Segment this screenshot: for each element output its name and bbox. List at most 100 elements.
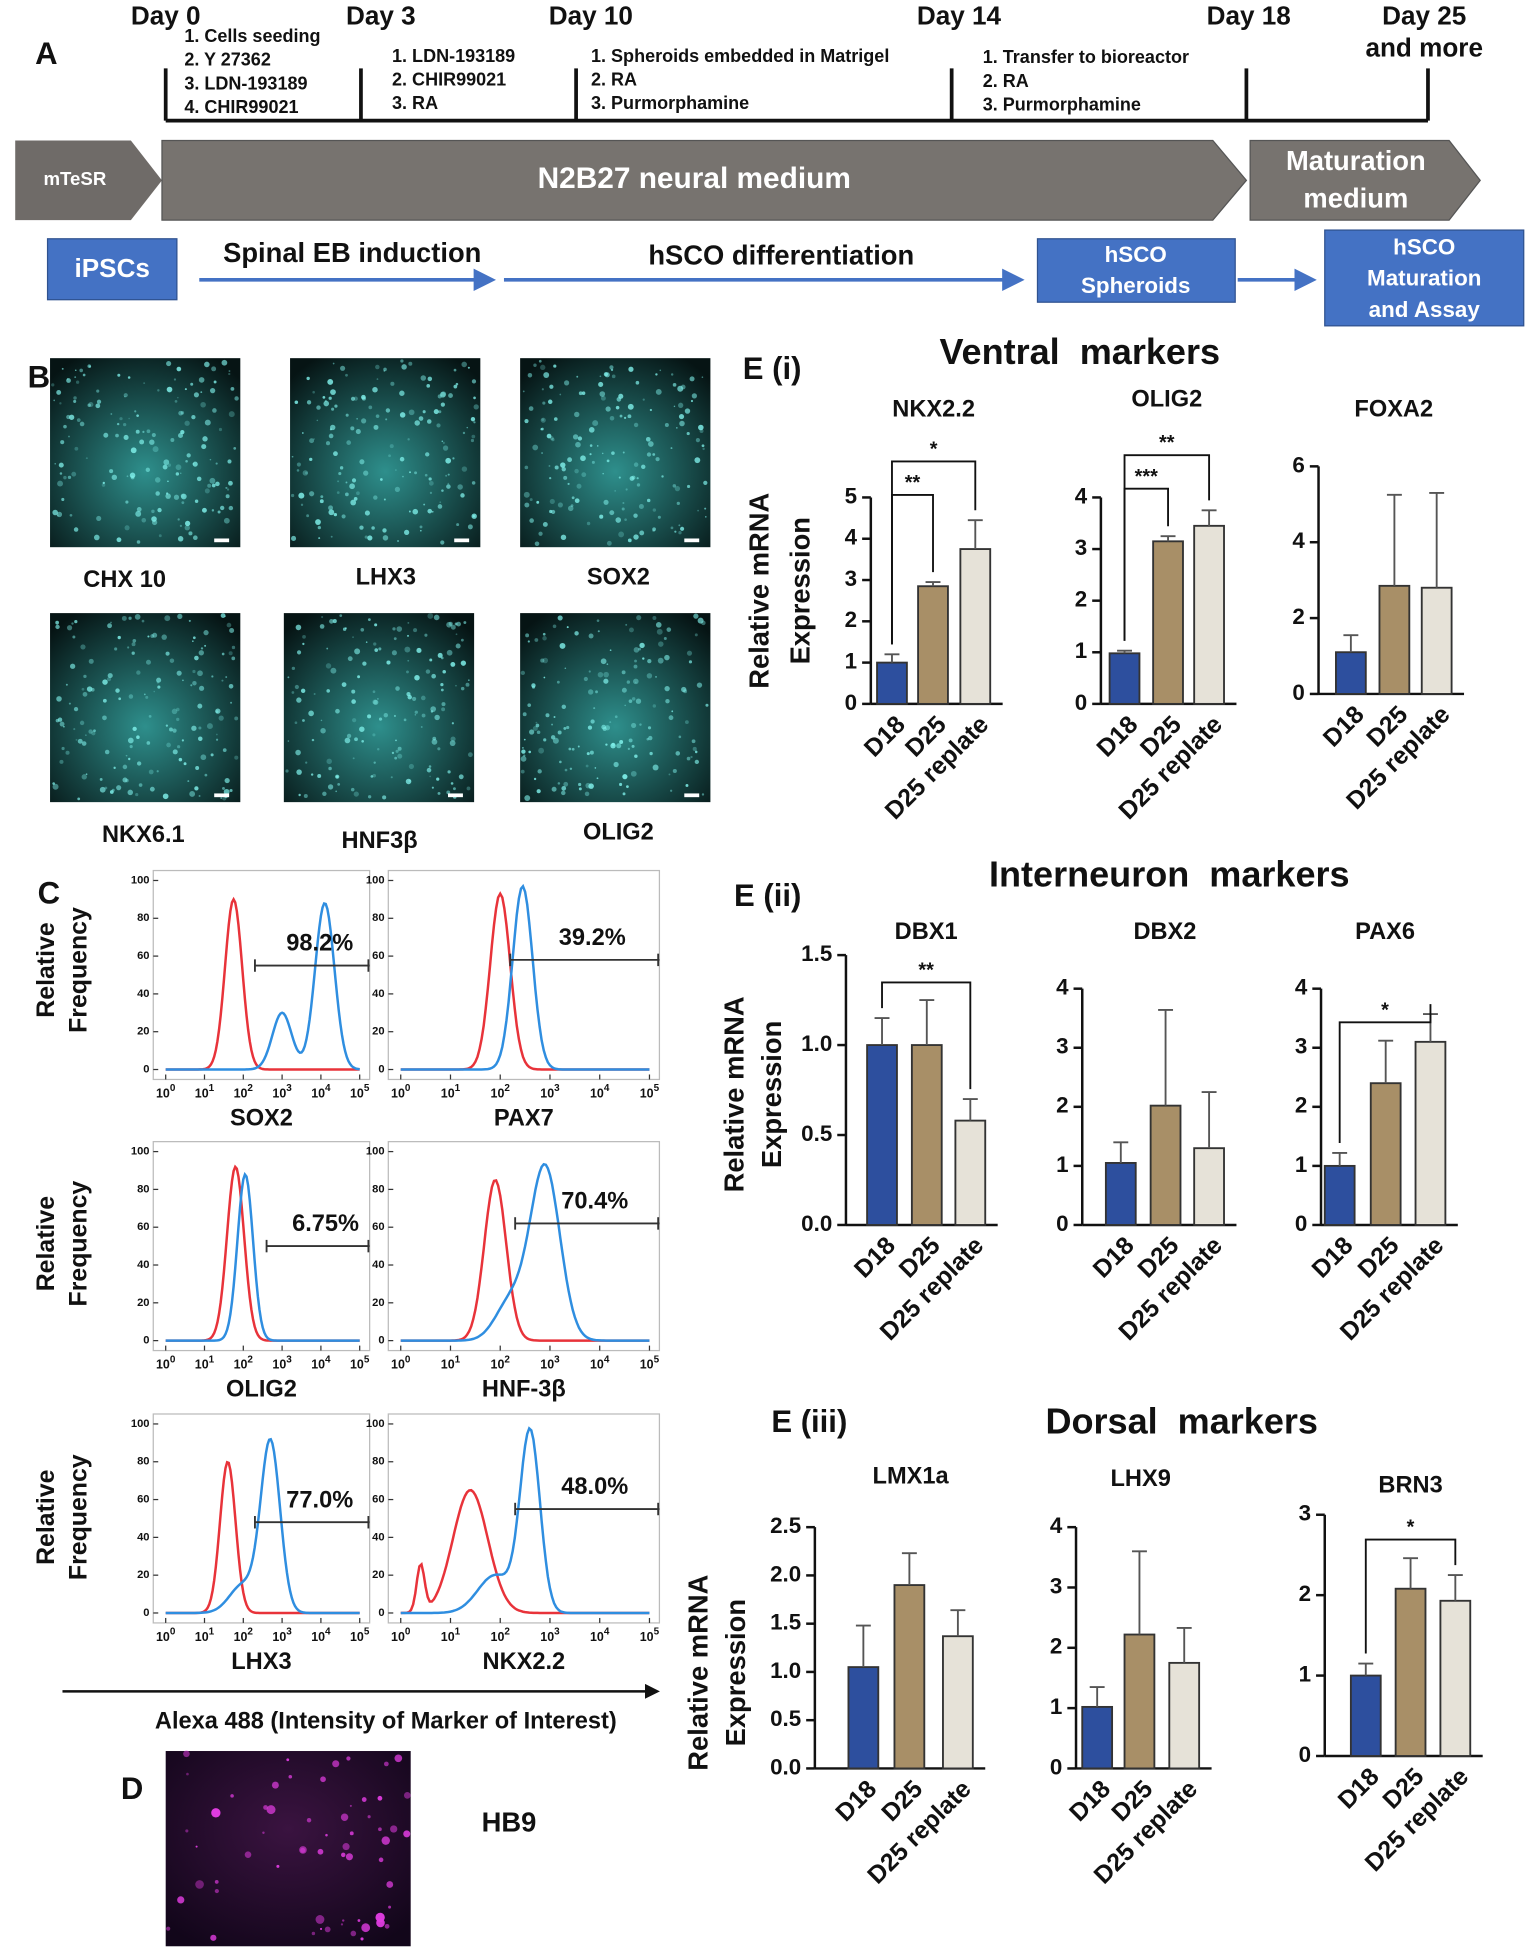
micrograph-texture bbox=[697, 509, 699, 512]
micrograph-texture bbox=[559, 642, 566, 649]
micrograph-texture bbox=[550, 735, 556, 740]
micrograph-texture bbox=[705, 703, 709, 707]
step-text: 1. LDN-193189 bbox=[392, 46, 515, 66]
y-tick-label: 0 bbox=[1056, 1211, 1068, 1236]
micrograph-texture bbox=[445, 457, 452, 464]
micrograph-texture bbox=[472, 514, 475, 518]
micrograph-texture bbox=[543, 676, 546, 679]
micrograph-texture bbox=[635, 380, 640, 385]
micrograph-texture bbox=[529, 518, 534, 523]
micrograph-texture bbox=[664, 422, 669, 427]
micrograph-texture bbox=[561, 467, 566, 472]
micrograph-texture bbox=[533, 363, 537, 367]
scale-bar bbox=[684, 793, 700, 798]
micrograph-texture bbox=[382, 795, 387, 800]
micrograph-texture bbox=[341, 514, 346, 519]
micrograph-texture bbox=[426, 419, 432, 424]
micrograph-texture bbox=[350, 396, 356, 401]
image-label: NKX6.1 bbox=[102, 822, 185, 848]
micrograph-texture bbox=[473, 396, 476, 400]
micrograph-texture bbox=[685, 720, 689, 724]
y-tick-label: 1 bbox=[845, 649, 857, 674]
micrograph-texture bbox=[194, 786, 199, 791]
micrograph-texture bbox=[135, 792, 139, 797]
micrograph-texture bbox=[561, 704, 567, 710]
micrograph-texture bbox=[623, 416, 627, 420]
micrograph-texture bbox=[198, 736, 203, 742]
micrograph-texture bbox=[354, 648, 361, 655]
micrograph-texture bbox=[103, 432, 109, 438]
micrograph-texture bbox=[164, 615, 171, 622]
y-tick-label: 4 bbox=[1292, 528, 1305, 553]
micrograph-texture bbox=[345, 492, 349, 497]
micrograph-texture bbox=[229, 628, 235, 634]
image-texture bbox=[378, 1857, 384, 1863]
micrograph-texture bbox=[588, 633, 594, 639]
micrograph-texture bbox=[152, 632, 158, 638]
micrograph-texture bbox=[602, 472, 604, 475]
y-tick-label: 1 bbox=[1295, 1152, 1307, 1177]
micrograph-texture bbox=[197, 670, 203, 677]
micrograph-texture bbox=[134, 410, 137, 413]
micrograph-texture bbox=[66, 414, 71, 420]
micrograph-texture bbox=[627, 414, 632, 419]
y-tick-label: 0.5 bbox=[801, 1121, 832, 1146]
micrograph-texture bbox=[375, 414, 380, 418]
y-tick-label: 0 bbox=[1292, 680, 1304, 705]
micrograph-texture bbox=[296, 650, 302, 655]
tick-exponent: 1 bbox=[209, 1354, 215, 1365]
micrograph-texture bbox=[693, 613, 699, 619]
micrograph-texture bbox=[625, 623, 628, 626]
chart-title: OLIG2 bbox=[1131, 387, 1202, 413]
micrograph-texture bbox=[345, 413, 349, 417]
micrograph-texture bbox=[446, 621, 452, 628]
micrograph-texture bbox=[367, 795, 372, 799]
micrograph-texture bbox=[698, 424, 704, 431]
micrograph-texture bbox=[345, 373, 348, 377]
micrograph-texture bbox=[652, 616, 657, 620]
micrograph-texture bbox=[234, 716, 239, 721]
micrograph-texture bbox=[73, 399, 77, 403]
micrograph-texture bbox=[652, 527, 656, 532]
error-bar bbox=[855, 1624, 871, 1668]
micrograph-texture bbox=[66, 378, 71, 383]
micrograph-texture bbox=[302, 719, 305, 722]
micrograph-texture bbox=[119, 417, 123, 421]
bar bbox=[1193, 1147, 1225, 1226]
micrograph-texture bbox=[414, 674, 420, 681]
micrograph-texture bbox=[309, 438, 315, 444]
micrograph-texture bbox=[691, 739, 696, 744]
micrograph-texture bbox=[408, 763, 415, 770]
micrograph-texture bbox=[603, 671, 609, 678]
micrograph-texture bbox=[622, 792, 626, 796]
tick-base: 10 bbox=[234, 1087, 248, 1101]
micrograph-texture bbox=[373, 642, 377, 646]
micrograph-texture bbox=[547, 399, 553, 405]
tick-base: 10 bbox=[391, 1087, 405, 1101]
tick-exponent: 2 bbox=[247, 1354, 253, 1365]
x-tick-label: 102 bbox=[234, 1083, 254, 1101]
micrograph-texture bbox=[538, 359, 542, 363]
micrograph-texture bbox=[386, 660, 391, 665]
micrograph-texture bbox=[373, 761, 376, 764]
image-texture bbox=[286, 1758, 290, 1762]
y-tick-label: 60 bbox=[372, 1221, 384, 1233]
micrograph-texture bbox=[184, 520, 191, 527]
micrograph-texture bbox=[462, 431, 466, 435]
micrograph-texture bbox=[680, 384, 686, 390]
tick-exponent: 1 bbox=[455, 1354, 461, 1365]
micrograph-texture bbox=[328, 396, 332, 400]
micrograph-texture bbox=[107, 673, 113, 679]
micrograph-texture bbox=[220, 797, 222, 799]
image-texture bbox=[342, 1919, 345, 1922]
micrograph-texture bbox=[367, 535, 373, 541]
panel-label: D bbox=[121, 1771, 143, 1806]
micrograph-texture bbox=[127, 789, 134, 796]
micrograph-texture bbox=[80, 644, 86, 650]
micrograph-texture bbox=[523, 738, 526, 741]
section-title: Interneuron markers bbox=[989, 853, 1350, 894]
y-tick-label: 60 bbox=[137, 1494, 149, 1506]
micrograph-texture bbox=[628, 699, 633, 703]
error-bar bbox=[1117, 649, 1132, 654]
micrograph-texture bbox=[351, 699, 356, 704]
